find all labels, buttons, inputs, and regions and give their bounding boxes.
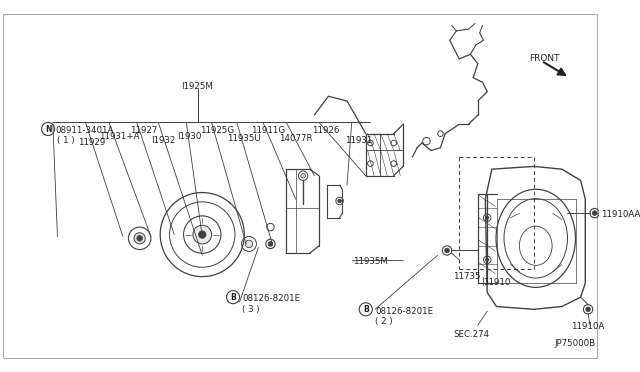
Text: 14077R: 14077R	[279, 134, 312, 143]
Circle shape	[486, 258, 489, 262]
Circle shape	[193, 225, 212, 244]
Circle shape	[592, 211, 597, 215]
Text: 11735: 11735	[452, 272, 480, 281]
Text: 08126-8201E: 08126-8201E	[375, 307, 433, 315]
Circle shape	[486, 216, 489, 219]
Text: I1932: I1932	[151, 135, 175, 145]
Circle shape	[134, 233, 145, 244]
Text: ( 2 ): ( 2 )	[375, 317, 393, 326]
Circle shape	[198, 231, 206, 238]
Text: B: B	[230, 293, 236, 302]
Text: 11910A: 11910A	[572, 323, 605, 331]
Circle shape	[338, 199, 342, 203]
Text: FRONT: FRONT	[529, 54, 560, 63]
Text: 11911G: 11911G	[251, 126, 285, 135]
Text: 11935M: 11935M	[353, 257, 388, 266]
Text: 11910: 11910	[483, 279, 510, 288]
Circle shape	[445, 248, 449, 253]
Text: ( 1 ): ( 1 )	[58, 137, 75, 145]
Text: 11910AA: 11910AA	[601, 210, 640, 219]
Text: N: N	[45, 125, 51, 134]
Text: 08911-3401A: 08911-3401A	[56, 126, 114, 135]
Text: 08126-8201E: 08126-8201E	[243, 294, 301, 304]
Text: 11935U: 11935U	[227, 134, 261, 143]
Text: JP75000B: JP75000B	[554, 339, 596, 348]
Circle shape	[268, 241, 273, 246]
Text: 11926: 11926	[312, 126, 340, 135]
Circle shape	[245, 240, 253, 248]
Text: SEC.274: SEC.274	[454, 330, 490, 339]
Circle shape	[301, 173, 305, 178]
FancyBboxPatch shape	[3, 14, 597, 358]
Text: B: B	[363, 305, 369, 314]
Text: 11927: 11927	[131, 126, 157, 135]
Text: 11929: 11929	[78, 138, 105, 147]
Text: 11925G: 11925G	[200, 126, 234, 135]
Circle shape	[586, 307, 591, 312]
Text: I1930: I1930	[177, 132, 202, 141]
Text: ( 3 ): ( 3 )	[243, 305, 260, 314]
Text: 11931: 11931	[345, 135, 372, 145]
Circle shape	[137, 235, 143, 241]
Text: 11931+A: 11931+A	[99, 132, 140, 141]
Text: I1925M: I1925M	[180, 82, 212, 91]
